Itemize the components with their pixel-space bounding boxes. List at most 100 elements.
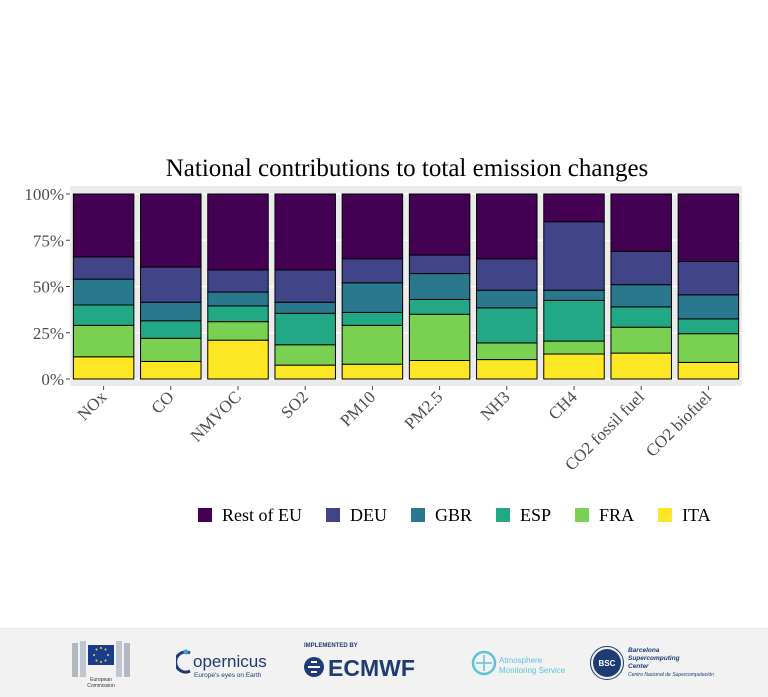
- svg-text:Center: Center: [628, 663, 649, 670]
- legend-label: Rest of EU: [222, 505, 302, 525]
- bar-segment-ita: [207, 339, 269, 380]
- bar-segment-gbr: [274, 301, 336, 314]
- bar-segment-esp: [476, 307, 538, 344]
- bar-segment-esp: [207, 305, 269, 323]
- bar-segment-fra: [140, 337, 202, 362]
- bar-segment-deu: [476, 258, 538, 291]
- x-tick-label: NH3: [477, 387, 514, 424]
- chart-title: National contributions to total emission…: [166, 155, 649, 182]
- bar-segment-ita: [476, 359, 538, 380]
- bar-segment-esp: [610, 306, 672, 328]
- bar-segment-rest-of-eu: [677, 193, 740, 263]
- svg-text:BSC: BSC: [599, 659, 616, 668]
- svg-text:Barcelona: Barcelona: [628, 647, 660, 654]
- svg-text:Europe's eyes on Earth: Europe's eyes on Earth: [194, 672, 262, 679]
- bar-segment-gbr: [543, 289, 605, 301]
- cams-logo: Atmosphere Monitoring Service: [470, 635, 580, 691]
- legend-swatch: [411, 508, 425, 522]
- bar-segment-ita: [677, 361, 740, 380]
- bar-segment-fra: [677, 333, 740, 363]
- legend-swatch: [326, 508, 340, 522]
- bar-segment-deu: [207, 269, 269, 293]
- x-tick-label: CH4: [545, 387, 581, 423]
- copernicus-logo: opernicus Europe's eyes on Earth: [176, 635, 276, 691]
- bar-segment-ita: [408, 360, 471, 380]
- bar-segment-rest-of-eu: [274, 193, 336, 271]
- bar-segment-esp: [72, 304, 135, 326]
- bar-segment-esp: [341, 311, 404, 326]
- bar-segment-deu: [140, 266, 202, 303]
- y-tick-label: 75%: [33, 231, 64, 250]
- legend-label: DEU: [350, 505, 387, 525]
- bar-segment-rest-of-eu: [72, 193, 135, 258]
- bar-segment-fra: [610, 326, 672, 354]
- bar-segment-ita: [610, 352, 672, 380]
- bar-segment-fra: [207, 321, 269, 341]
- partner-logo-bar: European Commission opernicus Europe's e…: [0, 628, 768, 697]
- x-tick-label: NMVOC: [187, 387, 245, 445]
- bar-segment-esp: [543, 299, 605, 342]
- bar-segment-rest-of-eu: [140, 193, 202, 268]
- bar-segment-gbr: [72, 278, 135, 306]
- svg-text:Centro Nacional de Supercomput: Centro Nacional de Supercomputación: [628, 672, 714, 678]
- bar-segment-rest-of-eu: [476, 193, 538, 260]
- bar-segment-ita: [72, 356, 135, 380]
- bar-segment-rest-of-eu: [543, 193, 605, 223]
- x-tick-label: CO: [147, 387, 177, 417]
- bar-segment-deu: [677, 261, 740, 296]
- bar-segment-fra: [72, 324, 135, 358]
- svg-text:European: European: [90, 677, 112, 683]
- y-tick-label: 0%: [41, 370, 64, 389]
- x-tick-label: NOx: [74, 387, 111, 424]
- bar-segment-deu: [408, 254, 471, 275]
- svg-text:Commission: Commission: [87, 683, 115, 689]
- bar-segment-gbr: [408, 273, 471, 300]
- legend-label: ITA: [682, 505, 711, 525]
- y-tick-label: 100%: [24, 185, 64, 204]
- legend-label: GBR: [435, 505, 472, 525]
- bar-segment-gbr: [677, 294, 740, 320]
- ecmwf-logo: IMPLEMENTED BY ECMWF: [300, 635, 435, 691]
- bar-segment-ita: [274, 364, 336, 380]
- bar-segment-gbr: [610, 284, 672, 308]
- legend-swatch: [198, 508, 212, 522]
- legend: Rest of EU DEU GBR ESP FRA ITA: [198, 505, 711, 525]
- bar-segment-fra: [274, 344, 336, 366]
- legend-label: ESP: [520, 505, 551, 525]
- bar-segment-gbr: [207, 291, 269, 307]
- bar-segment-fra: [408, 313, 471, 361]
- bar-segment-deu: [274, 269, 336, 303]
- bar-segment-fra: [341, 324, 404, 365]
- bar-segment-deu: [543, 221, 605, 291]
- bar-segment-deu: [610, 250, 672, 286]
- bar-segment-esp: [274, 312, 336, 346]
- bar-segment-fra: [476, 342, 538, 361]
- svg-text:ECMWF: ECMWF: [328, 655, 415, 681]
- x-tick-label: PM2.5: [401, 387, 447, 433]
- bar-segment-fra: [543, 340, 605, 355]
- european-commission-logo: European Commission: [70, 635, 140, 691]
- stacked-bar-chart: National contributions to total emission…: [24, 155, 742, 525]
- bar-segment-ita: [140, 360, 202, 380]
- bsc-logo: BSC Barcelona Supercomputing Center Cent…: [590, 635, 720, 691]
- svg-text:Monitoring Service: Monitoring Service: [499, 666, 566, 675]
- legend-swatch: [496, 508, 511, 522]
- bar-segment-esp: [140, 320, 202, 339]
- bar-segment-esp: [408, 298, 471, 315]
- legend-label: FRA: [599, 505, 634, 525]
- y-tick-label: 50%: [33, 278, 64, 297]
- legend-swatch: [658, 508, 673, 522]
- svg-text:Atmosphere: Atmosphere: [499, 656, 543, 665]
- bar-segment-rest-of-eu: [341, 193, 404, 260]
- x-tick-label: PM10: [336, 387, 379, 430]
- y-tick-label: 25%: [33, 324, 64, 343]
- svg-text:opernicus: opernicus: [193, 652, 267, 671]
- bar-segment-rest-of-eu: [408, 193, 471, 256]
- bar-segment-gbr: [140, 301, 202, 322]
- x-tick-label: CO2 biofuel: [642, 387, 715, 460]
- bar-segment-rest-of-eu: [207, 193, 269, 271]
- bar-segment-rest-of-eu: [610, 193, 672, 252]
- svg-text:IMPLEMENTED BY: IMPLEMENTED BY: [304, 643, 358, 649]
- bar-segment-gbr: [476, 289, 538, 309]
- bar-segment-deu: [72, 256, 135, 280]
